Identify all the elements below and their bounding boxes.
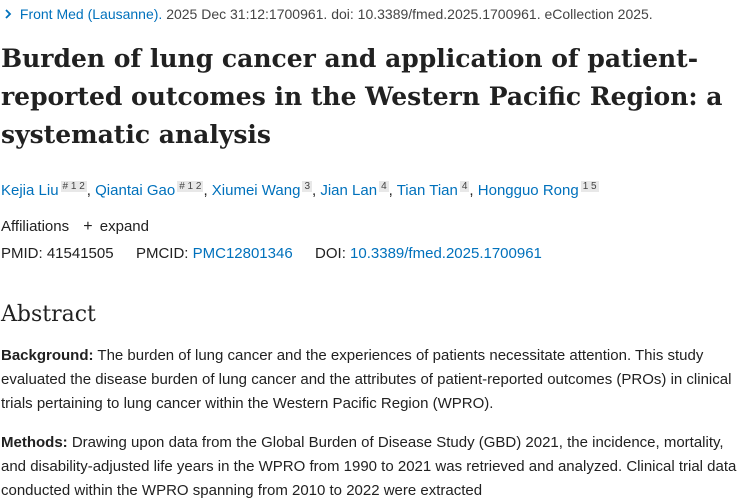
methods-label: Methods: [1,434,68,451]
author-link[interactable]: Hongguo Rong [477,182,579,199]
author-link[interactable]: Jian Lan [320,182,378,199]
author-affiliation-marker[interactable]: # 1 2 [177,181,204,192]
journal-link[interactable]: Front Med (Lausanne). [19,6,163,22]
abstract-background: Background: The burden of lung cancer an… [1,344,747,416]
pmcid-link[interactable]: PMC12801346 [192,245,293,262]
methods-text: Drawing upon data from the Global Burden… [1,434,737,499]
doi-label: DOI: [315,245,346,262]
author-affiliation-marker[interactable]: 4 [459,181,470,192]
article-title: Burden of lung cancer and application of… [1,44,723,149]
expand-label[interactable]: expand [99,218,149,235]
article-identifiers: PMID: 41541505 PMCID: PMC12801346 DOI: 1… [1,243,542,265]
author-link[interactable]: Kejia Liu [1,182,59,199]
author-link[interactable]: Xiumei Wang [211,182,301,199]
abstract-methods: Methods: Drawing upon data from the Glob… [1,431,747,500]
doi-link[interactable]: 10.3389/fmed.2025.1700961 [350,245,542,262]
author-affiliation-marker[interactable]: # 1 2 [60,181,87,192]
affiliations-toggle[interactable]: Affiliations + expand [1,216,149,238]
plus-icon: + [83,218,93,235]
pmid-label: PMID: [1,245,43,262]
abstract-heading: Abstract [1,302,96,327]
author-affiliation-marker[interactable]: 4 [379,181,389,192]
pmcid-label: PMCID: [135,245,189,262]
citation-details: 2025 Dec 31:12:1700961. doi: 10.3389/fme… [166,6,653,22]
chevron-right-icon[interactable] [2,8,14,20]
citation-line: Front Med (Lausanne). 2025 Dec 31:12:170… [2,4,653,24]
affiliations-label: Affiliations [1,218,70,235]
author-link[interactable]: Tian Tian [396,182,458,199]
background-label: Background: [1,347,94,364]
author-list: Kejia Liu # 1 2, Qiantai Gao # 1 2, Xiumei… [1,181,599,199]
author-affiliation-marker[interactable]: 1 5 [580,181,599,192]
author-link[interactable]: Qiantai Gao [95,182,176,199]
background-text: The burden of lung cancer and the experi… [1,347,732,412]
author-affiliation-marker[interactable]: 3 [302,181,312,192]
pmid-value: 41541505 [46,245,114,262]
